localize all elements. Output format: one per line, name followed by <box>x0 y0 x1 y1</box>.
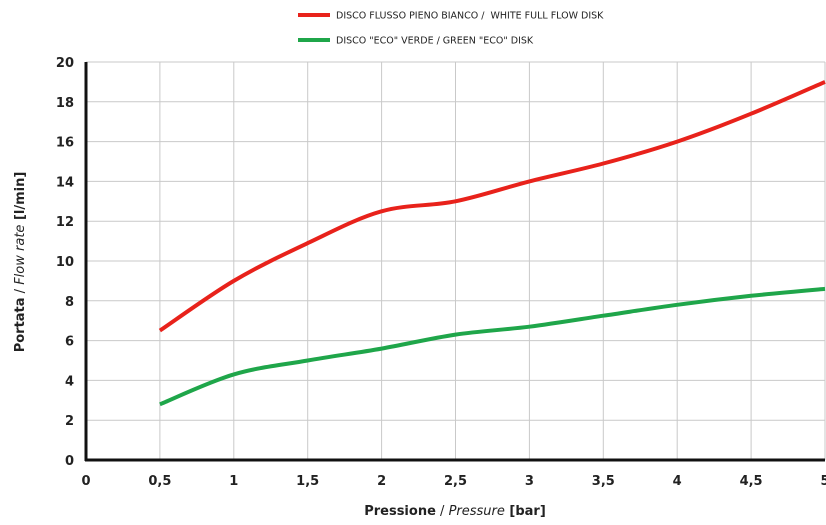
x-axis-title-sep: / <box>436 504 449 519</box>
y-tick-label: 16 <box>56 136 74 151</box>
axes <box>84 62 825 462</box>
x-tick-label: 1,5 <box>296 474 319 489</box>
legend: DISCO FLUSSO PIENO BIANCO / WHITE FULL F… <box>298 11 604 47</box>
y-tick-label: 2 <box>65 414 74 429</box>
x-axis-title-unit: [bar] <box>505 504 546 519</box>
y-tick-label: 20 <box>56 56 74 71</box>
y-tick-labels: 0 2 4 6 8 10 12 14 16 18 20 <box>56 56 74 469</box>
x-tick-label: 3,5 <box>592 474 615 489</box>
white-disk-series-line <box>158 80 826 333</box>
y-tick-label: 8 <box>65 295 74 310</box>
y-tick-label: 6 <box>65 335 74 350</box>
series-lines <box>158 80 826 407</box>
y-axis-title-sep: / <box>13 285 28 298</box>
x-tick-label: 0,5 <box>148 474 171 489</box>
x-tick-label: 4 <box>673 474 682 489</box>
x-tick-label: 1 <box>229 474 238 489</box>
y-tick-label: 18 <box>56 96 74 111</box>
x-tick-label: 2,5 <box>444 474 467 489</box>
eco-disk-series-line <box>159 286 826 407</box>
y-axis-title-alt: Flow rate <box>13 225 28 285</box>
y-tick-label: 14 <box>56 175 74 190</box>
x-tick-labels: 0 0,5 1 1,5 2 2,5 3 3,5 4 4,5 5 <box>81 474 826 489</box>
x-axis-title-main: Pressione <box>364 504 436 519</box>
legend-label: DISCO FLUSSO PIENO BIANCO / WHITE FULL F… <box>336 11 604 22</box>
y-tick-label: 4 <box>65 374 74 389</box>
y-tick-label: 10 <box>56 255 74 270</box>
x-tick-label: 4,5 <box>740 474 763 489</box>
y-axis-title-main: Portata <box>13 297 28 352</box>
y-tick-label: 12 <box>56 215 74 230</box>
x-tick-label: 5 <box>820 474 826 489</box>
y-tick-label: 0 <box>65 454 74 469</box>
x-tick-label: 0 <box>81 474 90 489</box>
grid-lines <box>86 61 826 460</box>
y-axis-title: Portata / Flow rate [l/min] <box>13 172 28 353</box>
legend-label: DISCO "ECO" VERDE / GREEN "ECO" DISK <box>336 36 534 47</box>
x-tick-label: 3 <box>525 474 534 489</box>
x-axis-title: Pressione / Pressure [bar] <box>364 504 546 519</box>
x-tick-label: 2 <box>377 474 386 489</box>
x-axis-title-alt: Pressure <box>449 504 505 519</box>
y-axis-title-unit: [l/min] <box>13 172 28 225</box>
